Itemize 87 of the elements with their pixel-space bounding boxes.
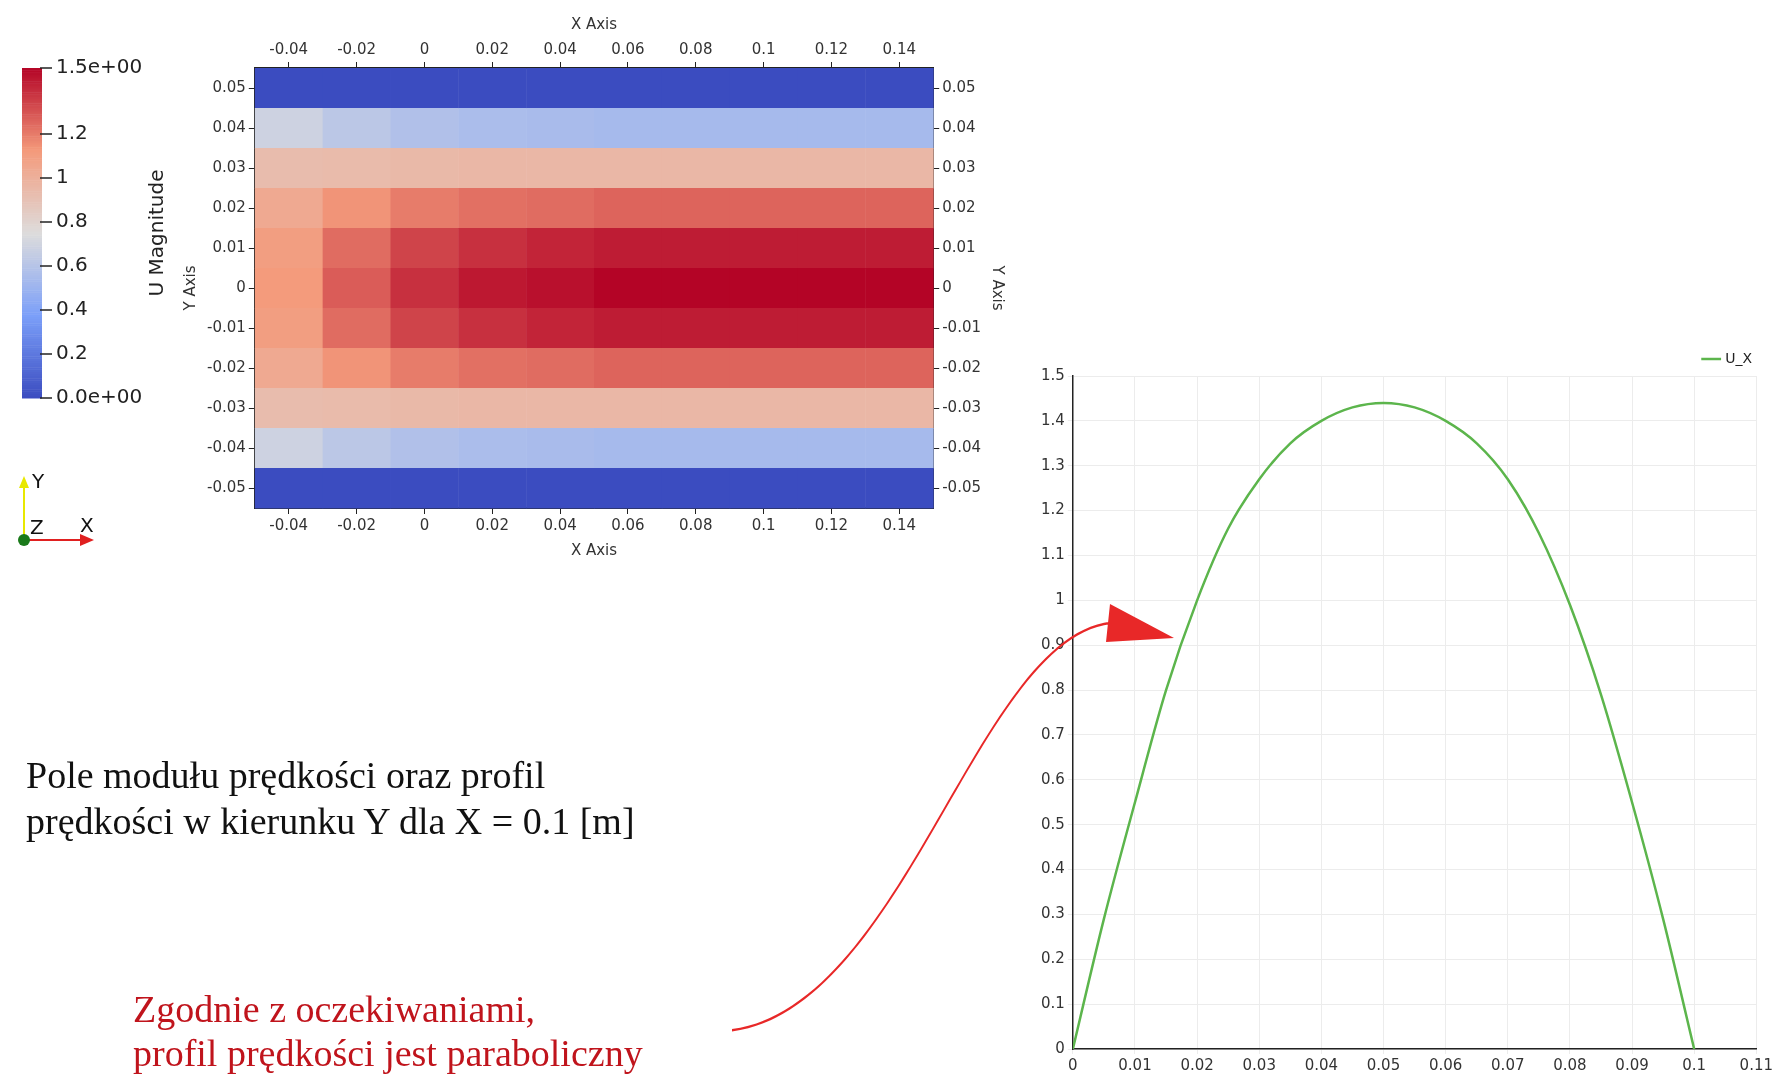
- y-tick-label: 0.03: [212, 157, 246, 176]
- y-tick-label: 1.5: [1041, 365, 1065, 384]
- category-label: 0.12: [814, 39, 849, 58]
- y2-tick-label: 0: [942, 277, 952, 296]
- y-tick-label: 0.3: [1041, 904, 1065, 923]
- y-tick-label: 1: [1055, 590, 1065, 609]
- category-label: 0.02: [475, 39, 509, 58]
- legend-label: U_X: [1725, 349, 1753, 366]
- x-tick-label: 0: [1068, 1055, 1078, 1074]
- x-tick-label: 0.03: [1242, 1055, 1276, 1074]
- y2-tick-label: 0.03: [942, 157, 976, 176]
- x-tick-label: 0.06: [1428, 1055, 1463, 1074]
- x-tick-label: 0.08: [679, 515, 713, 534]
- x-tick-label: -0.04: [269, 515, 309, 534]
- x-tick-label: 0.02: [475, 515, 509, 534]
- y-tick-label: 0.4: [1041, 859, 1065, 878]
- category-label: 0.04: [543, 39, 577, 58]
- y-tick-label: 0.9: [1041, 635, 1065, 654]
- color-bar-label: 0.4: [56, 296, 88, 321]
- x-tick-label: 0.04: [1304, 1055, 1339, 1074]
- color-bar-label: 0.6: [56, 252, 88, 277]
- category-label: 0.06: [611, 39, 645, 58]
- category-label: 0: [419, 39, 430, 58]
- y2-tick-label: -0.01: [942, 317, 981, 336]
- text: Pole modułu prędkości oraz profil prędkości w kierunku Y dla X = 0.1 [m]: [26, 753, 635, 844]
- x-tick-label: 0.14: [882, 515, 916, 534]
- x-tick-label: 0.12: [814, 515, 849, 534]
- y-tick-label: -0.01: [207, 317, 246, 336]
- y-tick-label: 0.6: [1041, 769, 1065, 788]
- y2-tick-label: 0.04: [942, 117, 976, 136]
- x-tick-label: 0.08: [1553, 1055, 1587, 1074]
- color-bar-label: 0.8: [56, 208, 88, 233]
- x-tick-label: 0.05: [1366, 1055, 1401, 1074]
- y-tick-label: 0.2: [1041, 949, 1065, 968]
- x-tick-label: 0.11: [1739, 1055, 1773, 1074]
- y-tick-label: -0.04: [207, 437, 246, 456]
- x-tick-label: 0.07: [1491, 1055, 1525, 1074]
- y-tick-label: 0.02: [212, 197, 246, 216]
- category-label: 0.08: [679, 39, 713, 58]
- x2-axis-title: X Axis: [570, 14, 618, 33]
- y-tick-label: -0.03: [207, 397, 246, 416]
- y2-tick-label: 0.05: [942, 77, 976, 96]
- y2-tick-label: -0.05: [942, 477, 981, 496]
- x-tick-label: 0: [419, 515, 430, 534]
- y-tick-label: 1.1: [1041, 545, 1065, 564]
- color-bar-label: 1.5e+00: [56, 54, 143, 79]
- category-label: -0.02: [337, 39, 376, 58]
- x-axis-title: X Axis: [570, 540, 618, 559]
- x-tick-label: 0.09: [1615, 1055, 1649, 1074]
- y-tick-label: 1.4: [1041, 410, 1065, 429]
- category-label: 0.1: [751, 39, 776, 58]
- y-tick-label: 0.04: [212, 117, 246, 136]
- category-label: -0.04: [269, 39, 309, 58]
- category-label: 0.14: [882, 39, 916, 58]
- x-tick-label: 0.1: [751, 515, 776, 534]
- y2-tick-label: -0.04: [942, 437, 981, 456]
- y-tick-label: 0.7: [1041, 724, 1065, 743]
- y2-tick-label: 0.01: [942, 237, 976, 256]
- color-bar-title: U Magnitude: [144, 169, 169, 297]
- x-tick-label: 0.06: [611, 515, 645, 534]
- color-bar-label: 0.2: [56, 340, 88, 365]
- color-bar-label: 0.0e+00: [56, 384, 143, 409]
- y-tick-label: 0.05: [212, 77, 246, 96]
- color-bar-label: 1.2: [56, 120, 88, 145]
- y2-tick-label: -0.03: [942, 397, 981, 416]
- y2-tick-label: -0.02: [942, 357, 981, 376]
- x-tick-label: -0.02: [337, 515, 376, 534]
- y-tick-label: 1.3: [1041, 455, 1065, 474]
- line-series: [1072, 401, 1696, 1049]
- y2-tick-label: 0.02: [942, 197, 976, 216]
- y-tick-label: -0.05: [207, 477, 246, 496]
- x-tick-label: 0.1: [1682, 1055, 1707, 1074]
- y-tick-label: 0.5: [1041, 814, 1065, 833]
- y-tick-label: 0: [236, 277, 246, 296]
- y-tick-label: 0: [1055, 1038, 1065, 1057]
- y-tick-label: 0.01: [212, 237, 246, 256]
- y-axis-title: Y Axis: [180, 265, 199, 312]
- y-tick-label: 1.2: [1041, 500, 1065, 519]
- x-tick-label: 0.02: [1180, 1055, 1214, 1074]
- color-bar-label: 1: [56, 164, 69, 189]
- y2-axis-title: Y Axis: [989, 264, 1008, 311]
- x-tick-label: 0.04: [543, 515, 577, 534]
- y-tick-label: -0.02: [207, 357, 246, 376]
- y-tick-label: 0.8: [1041, 679, 1065, 698]
- x-tick-label: 0.01: [1118, 1055, 1152, 1074]
- text: Zgodnie z oczekiwaniami, profil prędkości jest paraboliczny: [133, 988, 643, 1076]
- y-tick-label: 0.1: [1041, 994, 1065, 1013]
